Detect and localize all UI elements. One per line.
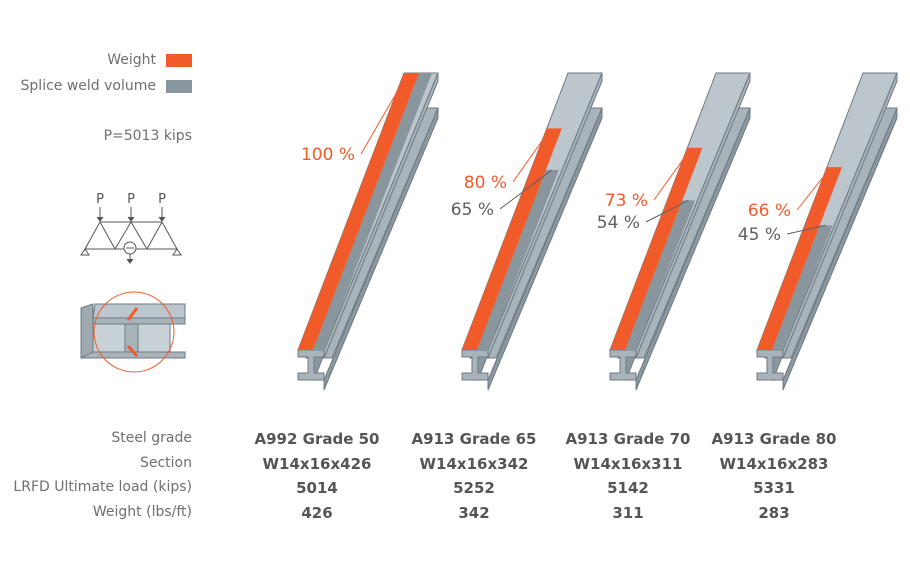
beam-end-section: [756, 349, 784, 381]
weight-leader-line: [796, 166, 832, 211]
grade-cell: A913 Grade 70: [565, 430, 691, 448]
weight-leader-line: [512, 128, 552, 183]
i-beam-splice-detail-icon: [80, 291, 186, 373]
truss-with-three-point-loads-icon: P P P: [80, 192, 182, 264]
weight-percent-label: 80 %: [464, 173, 507, 193]
weight-percent-label: 100 %: [301, 145, 355, 165]
load-cell: 5252: [453, 479, 495, 497]
load-symbol-p: P: [158, 192, 166, 207]
beam-2: [461, 72, 603, 391]
legend-swatch-weight: [166, 53, 192, 67]
splice-bar: [772, 225, 833, 350]
load-cell: 5331: [753, 479, 795, 497]
weight-leader-line: [653, 147, 692, 201]
weight-bar: [298, 73, 419, 350]
section-cell: W14x16x311: [573, 455, 683, 473]
section-cell: W14x16x283: [719, 455, 829, 473]
beam-end-section: [297, 349, 325, 381]
grade-cell: A992 Grade 50: [254, 430, 380, 448]
weight-percent-label: 73 %: [605, 191, 648, 211]
beam-end-section: [461, 349, 489, 381]
splice-leader-line: [786, 224, 826, 235]
load-cell: 5014: [296, 479, 338, 497]
load-label: P=5013 kips: [103, 128, 192, 144]
splice-bar: [625, 200, 696, 350]
row-label-weight: Weight (lbs/ft): [92, 504, 192, 520]
beam-1: [297, 72, 439, 391]
splice-leader-line: [499, 169, 553, 210]
splice-percent-label: 45 %: [738, 225, 781, 245]
grade-cell: A913 Grade 65: [411, 430, 537, 448]
load-cell: 5142: [607, 479, 649, 497]
weight-bar: [462, 128, 562, 350]
weight-bar: [757, 167, 842, 350]
legend-label-splice: Splice weld volume: [20, 78, 156, 94]
splice-leader-line: [645, 199, 689, 223]
splice-bar: [313, 73, 432, 350]
weight-cell: 342: [458, 504, 490, 522]
row-label-steel-grade: Steel grade: [111, 430, 192, 446]
section-cell: W14x16x426: [262, 455, 372, 473]
load-symbol-p: P: [127, 192, 135, 207]
weight-cell: 311: [612, 504, 644, 522]
legend-label-weight: Weight: [107, 52, 156, 68]
splice-percent-label: 65 %: [451, 200, 494, 220]
weight-percent-label: 66 %: [748, 201, 791, 221]
section-cell: W14x16x342: [419, 455, 529, 473]
weight-cell: 283: [758, 504, 790, 522]
load-symbol-p: P: [96, 192, 104, 207]
legend-item-splice: Splice weld volume: [21, 78, 192, 94]
splice-bar: [477, 169, 559, 350]
legend-swatch-splice: [166, 79, 192, 93]
beam-3: [609, 72, 751, 391]
row-label-section: Section: [139, 455, 192, 471]
beam-end-section: [609, 349, 637, 381]
row-label-lrfd-load: LRFD Ultimate load (kips): [13, 479, 192, 495]
grade-cell: A913 Grade 80: [711, 430, 837, 448]
beam-4: [756, 72, 898, 391]
splice-percent-label: 54 %: [597, 213, 640, 233]
legend-item-weight: Weight: [107, 52, 192, 68]
weight-cell: 426: [301, 504, 333, 522]
weight-leader-line: [360, 72, 409, 155]
weight-bar: [610, 147, 703, 350]
